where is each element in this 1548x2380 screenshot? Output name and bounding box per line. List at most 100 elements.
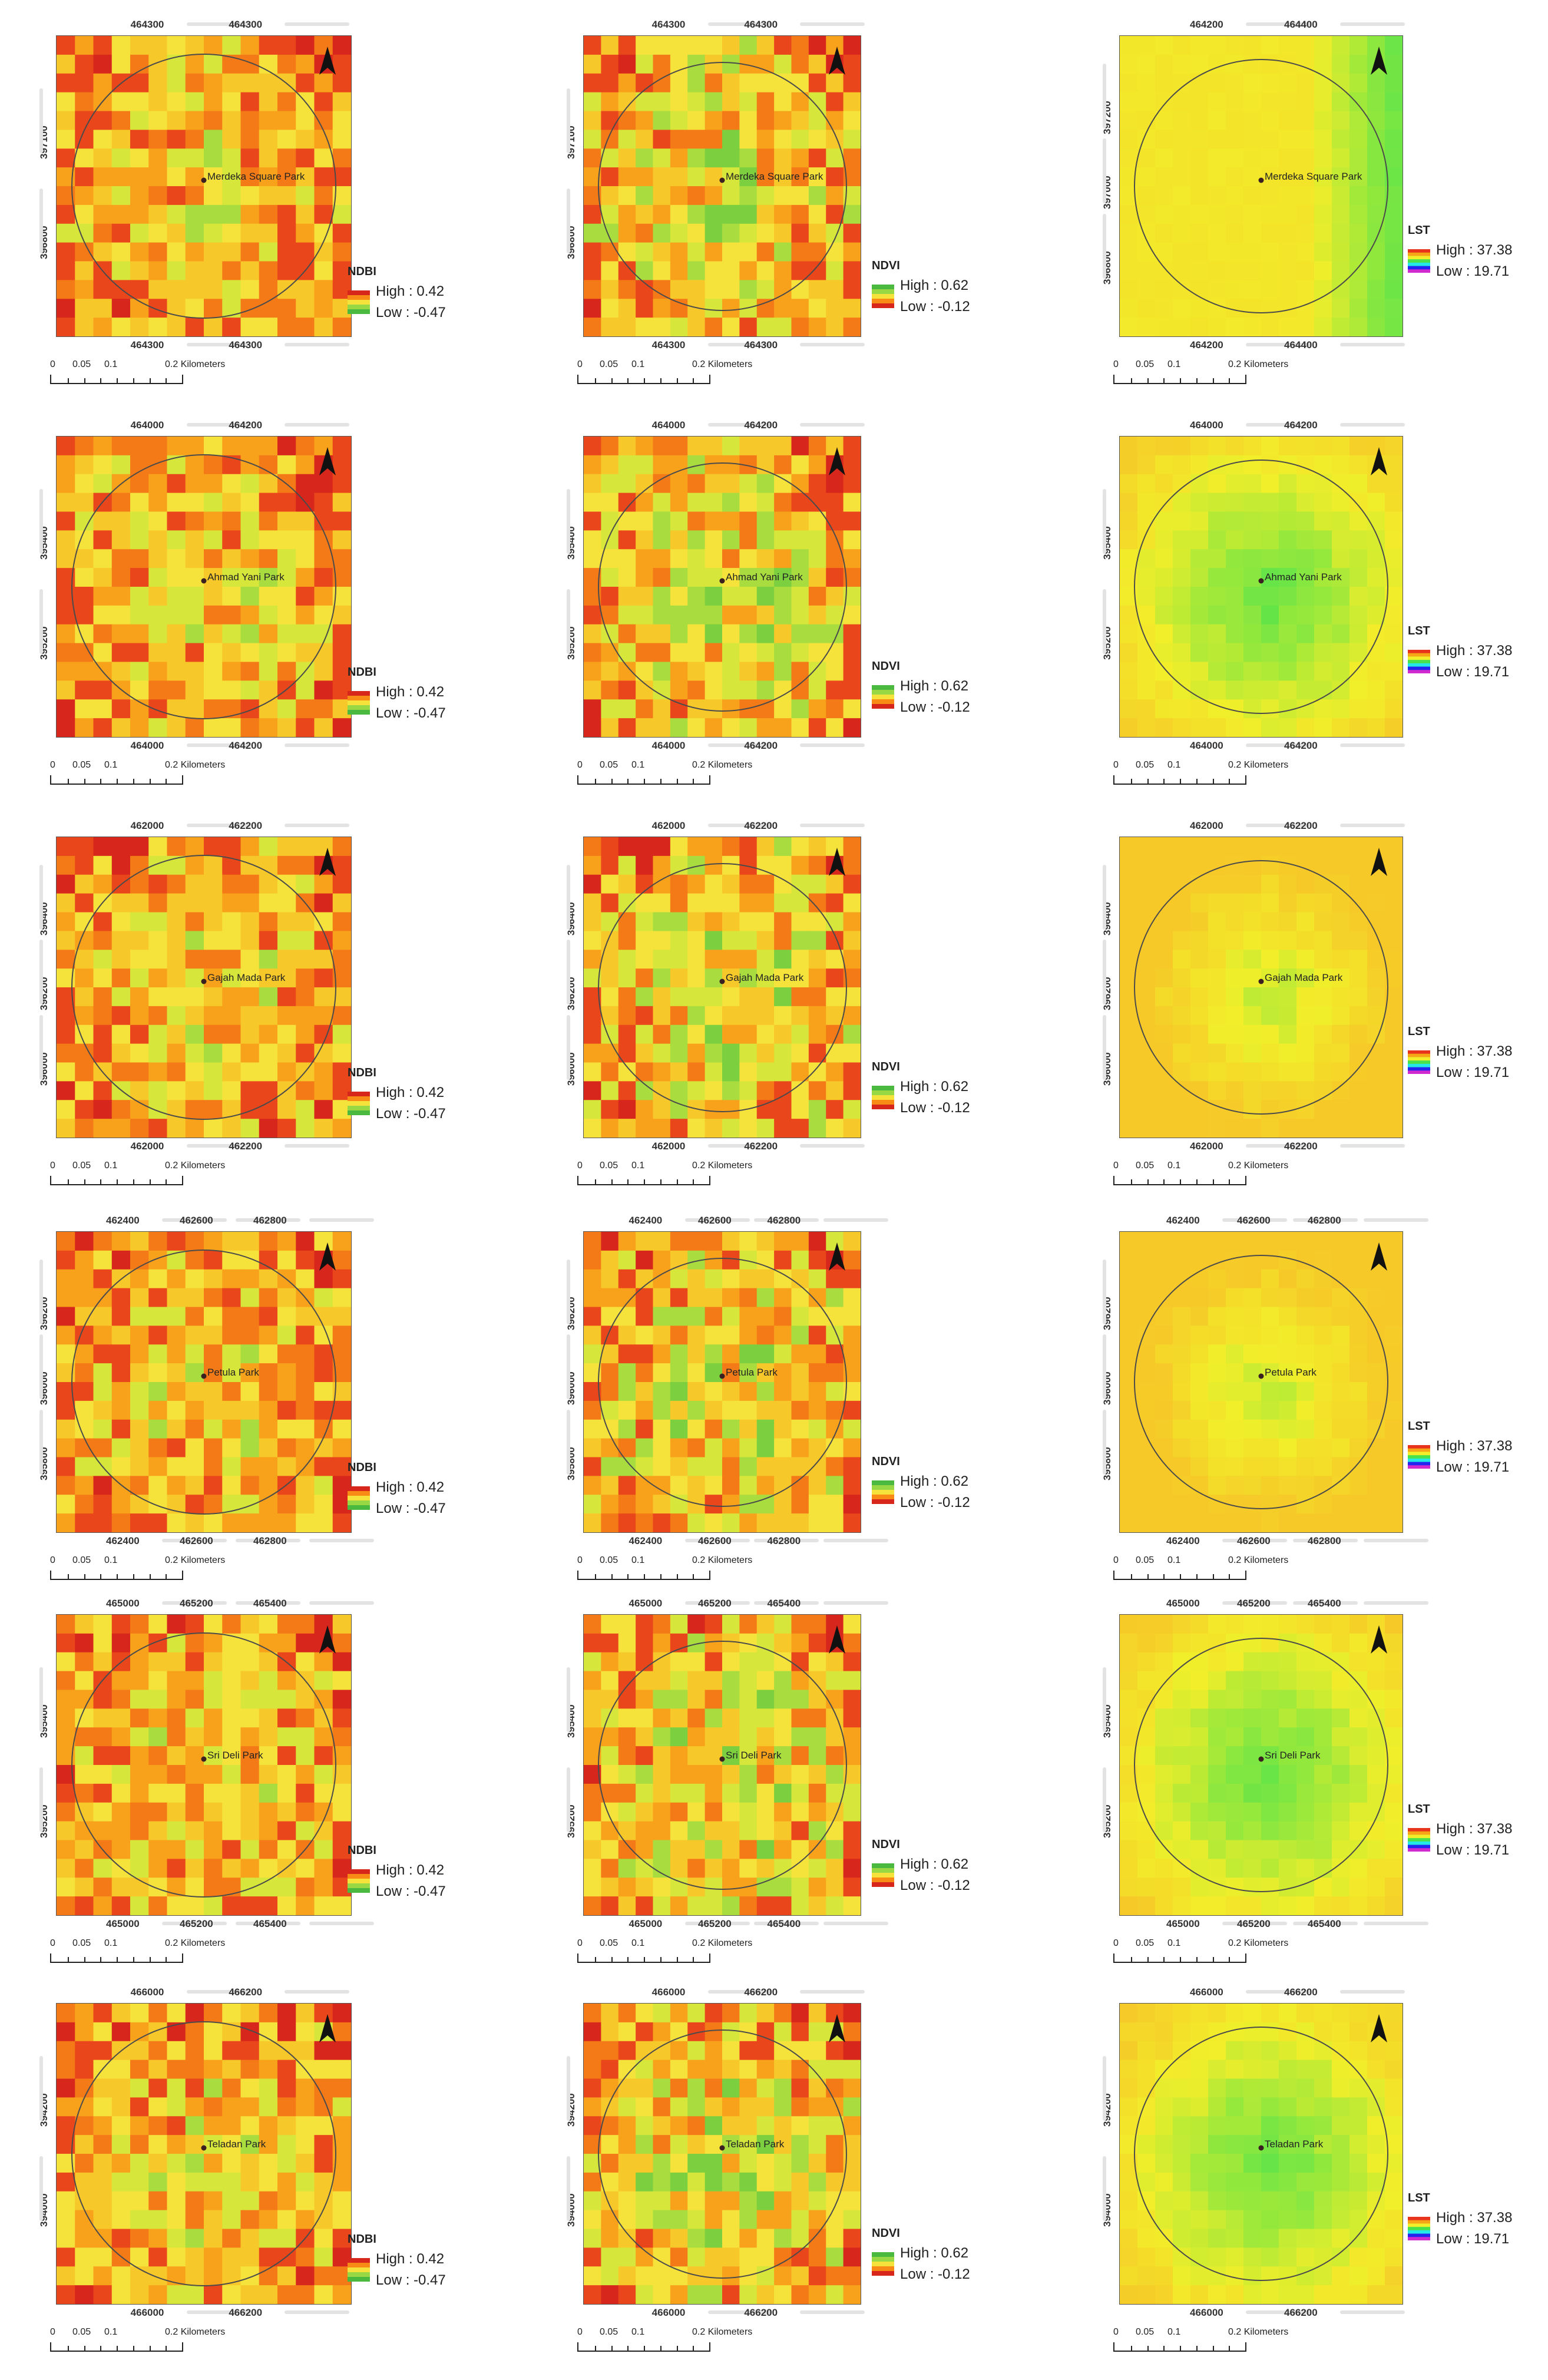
raster-cell [1296, 1633, 1315, 1653]
raster-cell [1173, 455, 1191, 475]
raster-cell [222, 931, 242, 950]
coordinate-label: 464000 [651, 740, 686, 751]
raster-cell [618, 587, 636, 606]
raster-cell [93, 530, 113, 550]
raster-cell [296, 968, 315, 988]
raster-cell [791, 1269, 809, 1289]
raster-cell [185, 680, 204, 700]
raster-cell [277, 2266, 296, 2286]
raster-cell [259, 2135, 278, 2154]
raster-cell [653, 1325, 671, 1345]
raster-cell [636, 1382, 654, 1401]
north-arrow-icon [829, 1625, 845, 1654]
coordinate-bar [1340, 824, 1405, 827]
raster-cell [75, 1382, 94, 1401]
raster-cell [277, 718, 296, 737]
raster-cell [826, 893, 844, 913]
raster-cell [774, 874, 792, 894]
raster-cell [111, 1652, 131, 1672]
raster-cell [259, 587, 278, 606]
raster-cell [808, 1232, 826, 1251]
raster-cell [1367, 1727, 1385, 1747]
scale-label: 0 [50, 1555, 55, 1565]
raster-cell [185, 280, 204, 299]
raster-cell [277, 1783, 296, 1803]
raster-cell [1385, 950, 1403, 969]
raster-cell [1120, 568, 1138, 587]
ndvi-panel-2: Ahmad Yani Park 464000 464200 464000 464200 3… [560, 412, 1019, 789]
raster-cell [222, 2247, 242, 2267]
raster-cell [1226, 130, 1244, 149]
raster-cell [1226, 1100, 1244, 1119]
raster-cell [148, 318, 168, 336]
raster-cell [277, 2097, 296, 2117]
raster-cell [57, 280, 75, 299]
raster-cell [687, 1859, 706, 1878]
raster-cell [687, 511, 706, 531]
raster-cell [167, 912, 186, 931]
raster-cell [1261, 680, 1279, 700]
scale-tick [133, 1179, 134, 1184]
raster-cell [1314, 455, 1332, 475]
raster-cell [1243, 1344, 1262, 1364]
raster-cell [204, 1708, 223, 1728]
raster-cell [1226, 1802, 1244, 1822]
raster-cell [204, 912, 223, 931]
raster-cell [1155, 1081, 1173, 1100]
raster-cell [1120, 874, 1138, 894]
raster-cell [1226, 1877, 1244, 1897]
raster-cell [1349, 1633, 1368, 1653]
raster-cell [826, 73, 844, 93]
legend-color-stop [1408, 660, 1430, 664]
raster-cell [277, 167, 296, 187]
raster-cell [111, 1821, 131, 1841]
scale-line [50, 1571, 183, 1580]
raster-cell [843, 511, 861, 531]
raster-cell [618, 54, 636, 74]
raster-cell [75, 2154, 94, 2173]
scale-label: 0.05 [600, 359, 618, 369]
legend-color-ramp [1408, 1828, 1430, 1852]
raster-cell [57, 167, 75, 187]
scale-tick [149, 1179, 151, 1184]
raster-cell [75, 2022, 94, 2042]
raster-cell [739, 1024, 758, 1044]
raster-cell [704, 2116, 723, 2136]
raster-cell [1314, 1419, 1332, 1439]
raster-cell [130, 1783, 149, 1803]
raster-cell [204, 1476, 223, 1495]
scale-tick [133, 378, 134, 383]
legend-color-stop [1408, 259, 1430, 263]
raster-cell [618, 530, 636, 550]
raster-cell [93, 2097, 113, 2117]
raster-cell [739, 1419, 758, 1439]
legend-color-stop [1408, 1448, 1430, 1452]
raster-cell [722, 92, 740, 112]
raster-cell [704, 1746, 723, 1766]
raster-cell [222, 1269, 242, 1289]
raster-cell [1279, 1652, 1297, 1672]
raster-cell [296, 2116, 315, 2136]
raster-cell [277, 1765, 296, 1784]
raster-cell [57, 1671, 75, 1691]
raster-cell [296, 242, 315, 262]
raster-cell [1314, 1877, 1332, 1897]
raster-cell [240, 1043, 260, 1063]
raster-cell [1296, 1250, 1315, 1270]
raster-cell [1332, 1765, 1350, 1784]
raster-cell [1155, 874, 1173, 894]
raster-cell [1385, 1896, 1403, 1915]
raster-cell [314, 1024, 333, 1044]
raster-cell [75, 912, 94, 931]
raster-cell [240, 1495, 260, 1514]
raster-cell [111, 1250, 131, 1270]
raster-cell [808, 718, 826, 737]
raster-cell [704, 54, 723, 74]
scale-tick [149, 1957, 151, 1962]
raster-cell [93, 148, 113, 168]
raster-cell [185, 1476, 204, 1495]
raster-cell [584, 1232, 601, 1251]
raster-cell [93, 1821, 113, 1841]
raster-cell [1279, 1024, 1297, 1044]
raster-cell [722, 874, 740, 894]
